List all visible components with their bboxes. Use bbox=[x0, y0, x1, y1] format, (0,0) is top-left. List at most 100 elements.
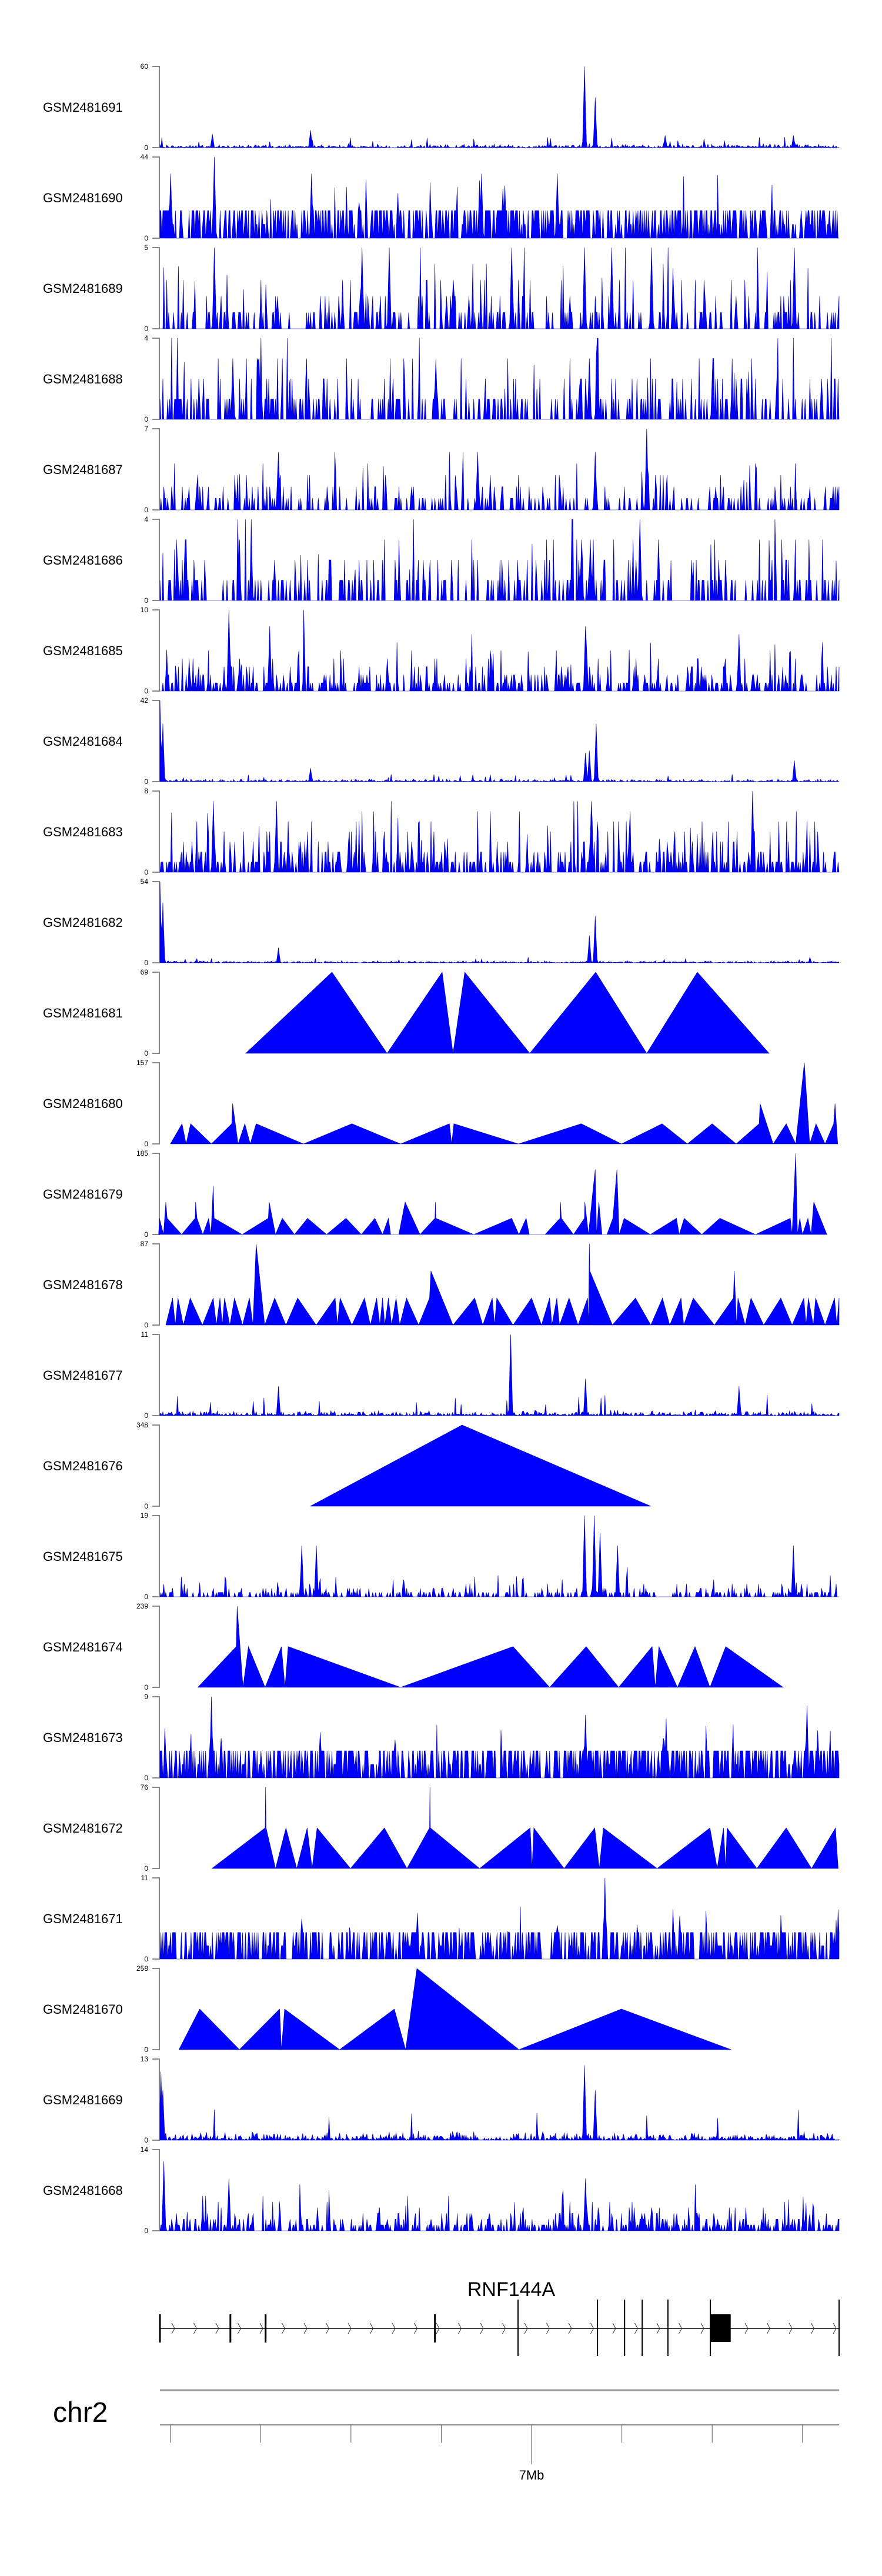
track-GSM2481684: GSM2481684 42 0 bbox=[43, 696, 840, 786]
track-label: GSM2481683 bbox=[43, 825, 123, 839]
track-GSM2481668: GSM2481668 14 0 bbox=[43, 2145, 840, 2235]
axis-tick-label: 7Mb bbox=[519, 2468, 544, 2482]
chromosome-label: chr2 bbox=[53, 2397, 108, 2428]
y-max-label: 42 bbox=[141, 696, 149, 705]
track-GSM2481686: GSM2481686 4 0 bbox=[43, 515, 840, 605]
y-min-label: 0 bbox=[144, 2136, 148, 2144]
y-min-label: 0 bbox=[144, 1502, 148, 1510]
track-GSM2481680: GSM2481680 157 0 bbox=[43, 1059, 838, 1148]
y-min-label: 0 bbox=[144, 415, 148, 423]
strand-arrow-icon bbox=[811, 2323, 815, 2334]
track-GSM2481676: GSM2481676 348 0 bbox=[43, 1421, 651, 1510]
track-GSM2481679: GSM2481679 185 0 bbox=[43, 1149, 827, 1239]
track-label: GSM2481687 bbox=[43, 462, 123, 477]
signal-area bbox=[159, 428, 840, 510]
track-label: GSM2481678 bbox=[43, 1277, 123, 1292]
y-min-label: 0 bbox=[144, 778, 148, 786]
y-axis bbox=[152, 1334, 160, 1416]
exon-coding-block bbox=[710, 2314, 731, 2342]
track-label: GSM2481674 bbox=[43, 1640, 123, 1654]
signal-area bbox=[160, 247, 840, 329]
y-max-label: 11 bbox=[141, 1330, 149, 1339]
y-axis bbox=[152, 2149, 160, 2231]
y-min-label: 0 bbox=[144, 2046, 148, 2054]
y-max-label: 258 bbox=[136, 1964, 148, 1973]
track-label: GSM2481670 bbox=[43, 2002, 123, 2017]
track-label: GSM2481676 bbox=[43, 1459, 123, 1473]
gene-track: RNF144A bbox=[159, 2278, 840, 2356]
track-GSM2481685: GSM2481685 10 0 bbox=[43, 606, 840, 695]
track-label: GSM2481686 bbox=[43, 553, 123, 568]
y-axis bbox=[152, 428, 160, 510]
y-axis bbox=[152, 1062, 160, 1144]
signal-area bbox=[170, 1062, 838, 1145]
y-max-label: 76 bbox=[141, 1783, 149, 1791]
strand-arrow-icon bbox=[568, 2323, 572, 2334]
track-label: GSM2481673 bbox=[43, 1730, 123, 1745]
track-GSM2481688: GSM2481688 4 0 bbox=[43, 334, 840, 423]
y-max-label: 13 bbox=[141, 2055, 149, 2063]
y-axis bbox=[152, 1877, 160, 1960]
track-label: GSM2481681 bbox=[43, 1006, 123, 1020]
y-max-label: 11 bbox=[141, 1874, 149, 1882]
y-min-label: 0 bbox=[144, 1683, 148, 1691]
y-min-label: 0 bbox=[144, 868, 148, 876]
track-GSM2481677: GSM2481677 11 0 bbox=[43, 1330, 840, 1420]
strand-arrow-icon bbox=[458, 2323, 462, 2334]
y-min-label: 0 bbox=[144, 1140, 148, 1148]
gene-name-label: RNF144A bbox=[467, 2278, 556, 2301]
strand-arrow-icon bbox=[414, 2323, 418, 2334]
signal-area bbox=[211, 1787, 838, 1870]
y-axis bbox=[152, 66, 160, 148]
track-label: GSM2481690 bbox=[43, 191, 123, 205]
y-min-label: 0 bbox=[144, 1049, 148, 1057]
strand-arrow-icon bbox=[348, 2323, 352, 2334]
y-axis bbox=[152, 1153, 160, 1235]
track-label: GSM2481691 bbox=[43, 100, 123, 115]
signal-area bbox=[179, 1968, 731, 2050]
strand-arrow-icon bbox=[502, 2323, 506, 2334]
track-GSM2481675: GSM2481675 19 0 bbox=[43, 1511, 839, 1601]
strand-arrow-icon bbox=[171, 2323, 175, 2334]
y-max-label: 19 bbox=[141, 1511, 149, 1520]
strand-arrow-icon bbox=[303, 2323, 308, 2334]
track-GSM2481673: GSM2481673 9 0 bbox=[43, 1693, 840, 1782]
strand-arrow-icon bbox=[546, 2323, 550, 2334]
y-axis bbox=[152, 156, 160, 239]
y-min-label: 0 bbox=[144, 1593, 148, 1601]
track-label: GSM2481672 bbox=[43, 1821, 123, 1836]
strand-arrow-icon bbox=[480, 2323, 484, 2334]
track-GSM2481670: GSM2481670 258 0 bbox=[43, 1964, 731, 2054]
strand-arrow-icon bbox=[612, 2323, 616, 2334]
y-max-label: 8 bbox=[144, 787, 148, 795]
signal-area bbox=[159, 1515, 839, 1597]
signal-area bbox=[159, 1877, 840, 1960]
track-label: GSM2481675 bbox=[43, 1549, 123, 1564]
strand-arrow-icon bbox=[392, 2323, 396, 2334]
y-max-label: 239 bbox=[136, 1602, 148, 1610]
track-label: GSM2481671 bbox=[43, 1911, 123, 1926]
strand-arrow-icon bbox=[634, 2323, 639, 2334]
strand-arrow-icon bbox=[744, 2323, 749, 2334]
strand-arrow-icon bbox=[193, 2323, 198, 2334]
signal-area bbox=[159, 700, 840, 782]
strand-arrow-icon bbox=[789, 2323, 793, 2334]
track-GSM2481687: GSM2481687 7 0 bbox=[43, 425, 840, 514]
strand-arrow-icon bbox=[436, 2323, 440, 2334]
track-GSM2481671: GSM2481671 11 0 bbox=[43, 1874, 840, 1963]
track-label: GSM2481668 bbox=[43, 2183, 123, 2198]
y-min-label: 0 bbox=[144, 144, 148, 152]
y-axis bbox=[152, 247, 160, 329]
y-max-label: 60 bbox=[141, 62, 149, 71]
y-axis bbox=[152, 1424, 160, 1507]
strand-arrow-icon bbox=[326, 2323, 330, 2334]
track-GSM2481681: GSM2481681 69 0 bbox=[43, 968, 770, 1057]
y-min-label: 0 bbox=[144, 2227, 148, 2235]
y-axis bbox=[152, 1968, 160, 2050]
track-GSM2481683: GSM2481683 8 0 bbox=[43, 787, 840, 876]
y-max-label: 44 bbox=[141, 153, 149, 161]
y-axis bbox=[152, 881, 160, 963]
track-GSM2481672: GSM2481672 76 0 bbox=[43, 1783, 838, 1873]
signal-area bbox=[159, 338, 840, 420]
